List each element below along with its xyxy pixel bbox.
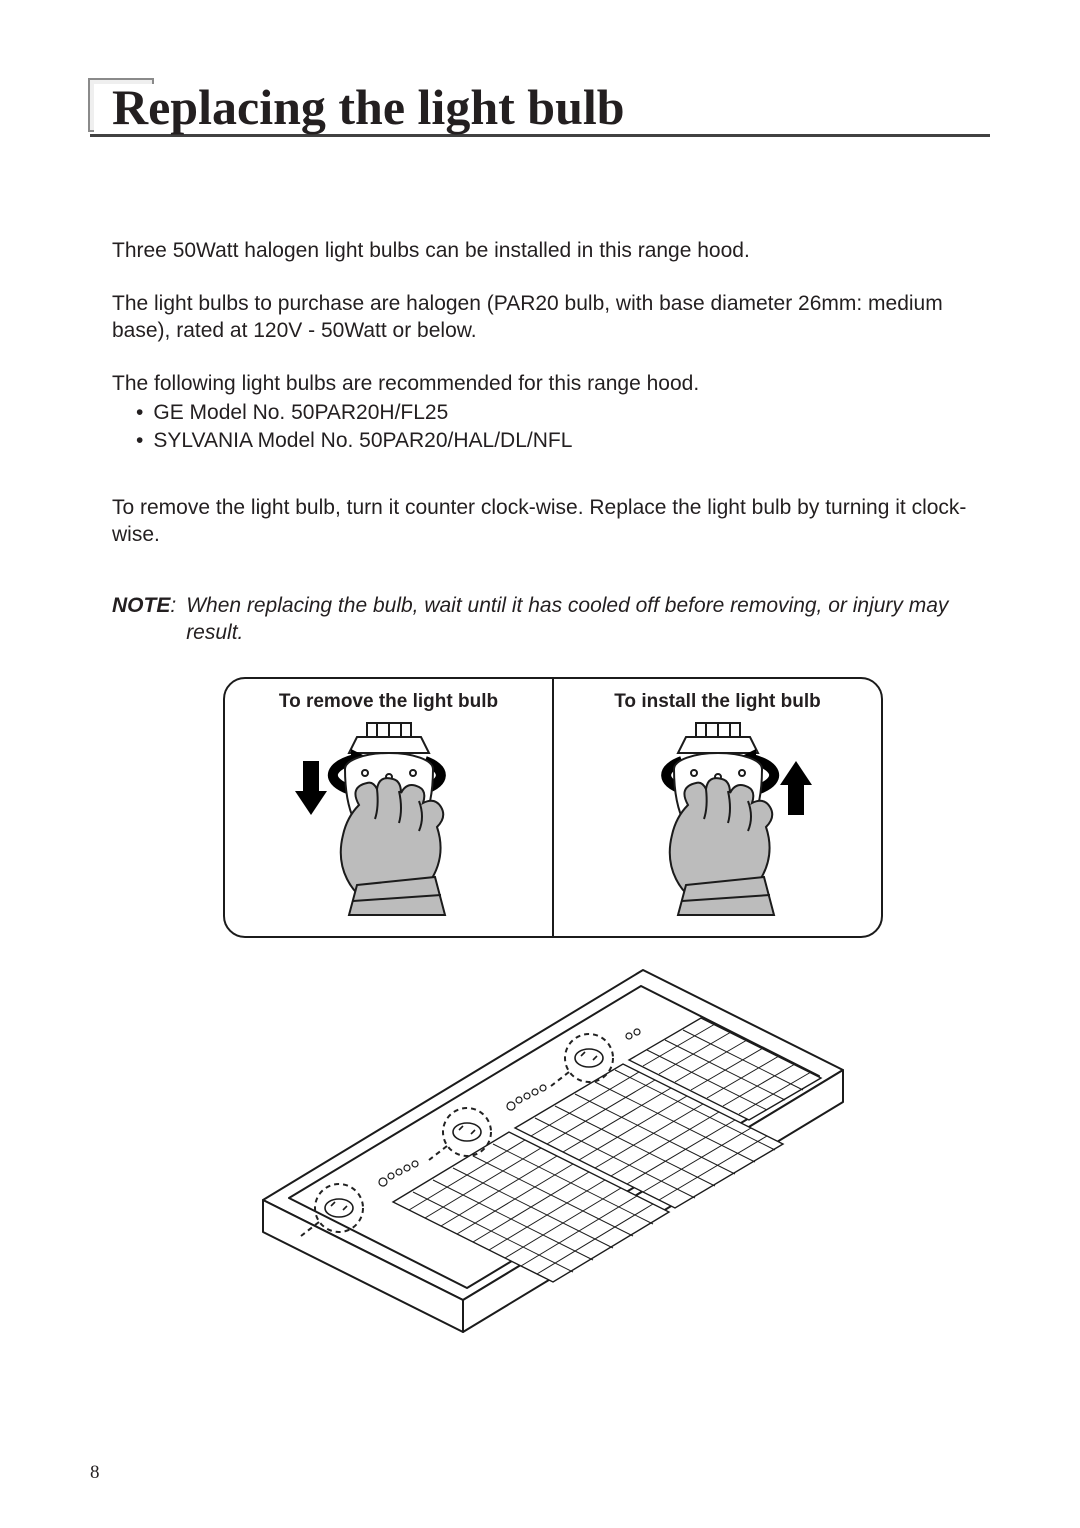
list-item: SYLVANIA Model No. 50PAR20/HAL/DL/NFL (136, 428, 990, 455)
paragraph-3: The following light bulbs are recommende… (112, 371, 990, 398)
note-label: NOTE (112, 593, 170, 647)
paragraph-1: Three 50Watt halogen light bulbs can be … (112, 238, 990, 265)
paragraph-4: To remove the light bulb, turn it counte… (112, 495, 990, 549)
title-block: Replacing the light bulb (90, 80, 990, 192)
note-text: When replacing the bulb, wait until it h… (184, 593, 990, 647)
paragraph-2: The light bulbs to purchase are halogen … (112, 291, 990, 345)
bulb-instruction-panels: To remove the light bulb (223, 677, 883, 938)
panel-remove: To remove the light bulb (225, 679, 552, 936)
diagram-area: To remove the light bulb (176, 677, 930, 1345)
panel-install-title: To install the light bulb (564, 691, 871, 713)
recommended-bulbs-list: GE Model No. 50PAR20H/FL25 SYLVANIA Mode… (112, 400, 990, 456)
page-number: 8 (90, 1462, 100, 1484)
remove-bulb-illustration (259, 719, 519, 919)
panel-remove-title: To remove the light bulb (235, 691, 542, 713)
page-title: Replacing the light bulb (90, 80, 990, 134)
body-copy: Three 50Watt halogen light bulbs can be … (112, 238, 990, 647)
panel-install: To install the light bulb (552, 679, 881, 936)
note-block: NOTE: When replacing the bulb, wait unti… (112, 593, 990, 647)
range-hood-illustration (223, 940, 883, 1340)
list-item: GE Model No. 50PAR20H/FL25 (136, 400, 990, 427)
install-bulb-illustration (588, 719, 848, 919)
